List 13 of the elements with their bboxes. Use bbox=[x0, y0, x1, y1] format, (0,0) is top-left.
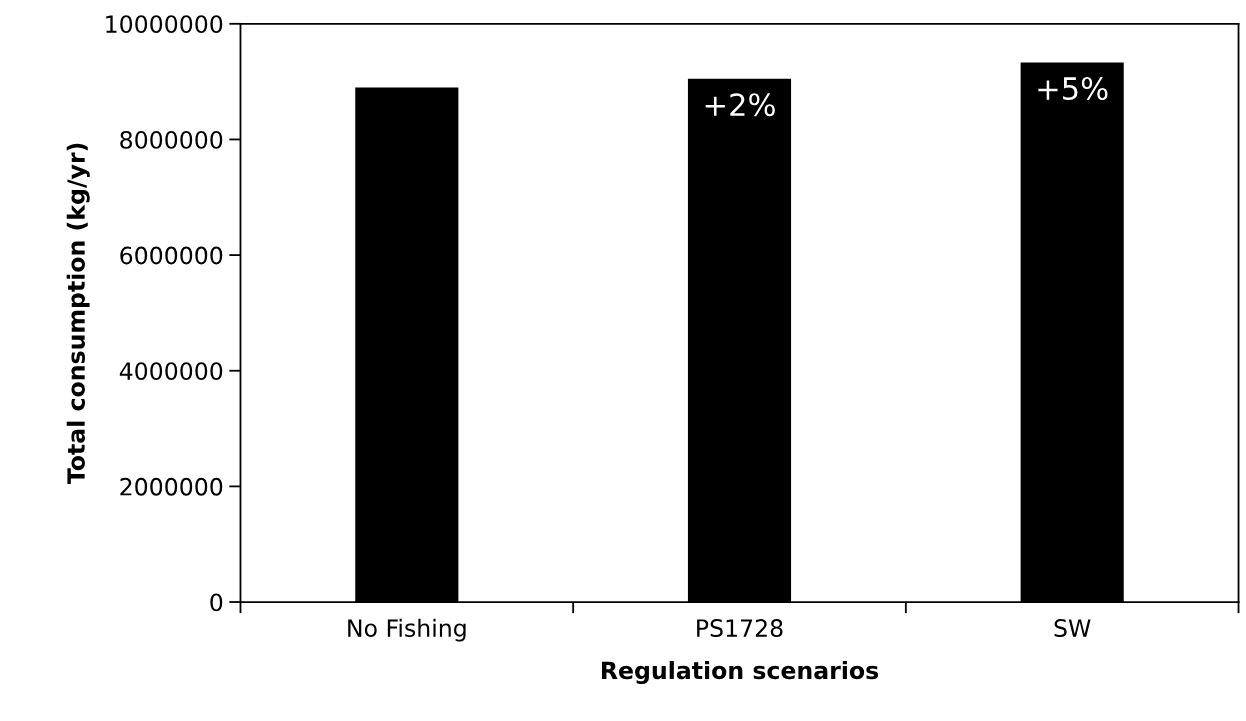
x-tick-label: No Fishing bbox=[348, 618, 466, 642]
y-axis-title: Total consumption (kg/yr) bbox=[66, 143, 90, 485]
y-tick-label: 8000000 bbox=[120, 130, 223, 149]
x-tick-label: SW bbox=[1054, 619, 1091, 637]
annotation: +2% bbox=[705, 93, 775, 117]
y-tick-label: 0 bbox=[210, 593, 223, 612]
annotation: +5% bbox=[1038, 76, 1108, 101]
y-tick-label: 2000000 bbox=[120, 477, 223, 496]
x-tick-label: PS1728 bbox=[697, 619, 783, 637]
x-axis-title: Regulation scenarios bbox=[601, 661, 879, 685]
y-tick-label: 10000000 bbox=[106, 15, 223, 34]
y-tick-label: 4000000 bbox=[119, 362, 223, 381]
y-tick-label: 6000000 bbox=[120, 246, 223, 265]
